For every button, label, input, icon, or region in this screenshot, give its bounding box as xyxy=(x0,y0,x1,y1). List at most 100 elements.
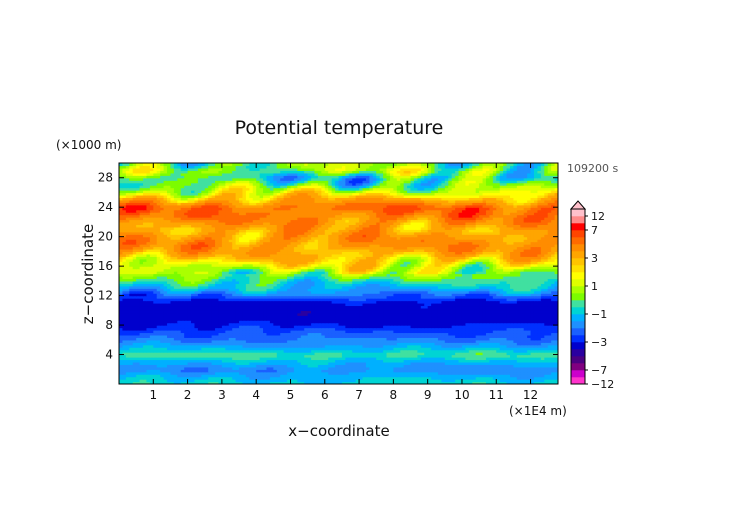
heatmap-cell xyxy=(173,376,178,380)
heatmap-cell xyxy=(328,376,333,380)
heatmap-cell xyxy=(407,381,412,384)
heatmap-cell xyxy=(352,347,357,351)
heatmap-cell xyxy=(540,361,545,365)
heatmap-cell xyxy=(324,339,329,343)
heatmap-cell xyxy=(492,339,497,343)
heatmap-cell xyxy=(245,381,250,384)
heatmap-cell xyxy=(266,347,271,351)
heatmap-cell xyxy=(119,352,124,356)
heatmap-cell xyxy=(276,339,281,343)
heatmap-cell xyxy=(307,376,312,380)
heatmap-cell xyxy=(239,366,244,370)
heatmap-cell xyxy=(167,339,172,343)
heatmap-cell xyxy=(389,371,394,375)
heatmap-cell xyxy=(431,359,436,363)
heatmap-cell xyxy=(537,379,542,383)
heatmap-cell xyxy=(533,344,539,348)
heatmap-cell xyxy=(317,364,322,368)
heatmap-cell xyxy=(499,354,504,358)
heatmap-cell xyxy=(547,347,552,351)
heatmap-cell xyxy=(259,339,264,343)
heatmap-cell xyxy=(400,352,405,356)
heatmap-cell xyxy=(273,364,278,368)
heatmap-cell xyxy=(218,337,223,341)
heatmap-cell xyxy=(225,371,230,375)
heatmap-cell xyxy=(132,339,137,343)
heatmap-cell xyxy=(365,361,370,365)
heatmap-cell xyxy=(321,381,326,384)
heatmap-cell xyxy=(156,354,161,358)
heatmap-cell xyxy=(472,361,477,365)
heatmap-cell xyxy=(407,339,412,343)
heatmap-cell xyxy=(125,347,130,351)
heatmap-cell xyxy=(304,352,309,356)
heatmap-cell xyxy=(221,364,226,368)
heatmap-cell xyxy=(492,371,497,375)
heatmap-cell xyxy=(269,356,274,361)
heatmap-cell xyxy=(266,364,271,368)
heatmap-cell xyxy=(424,379,429,383)
heatmap-cell xyxy=(122,354,127,358)
heatmap-cell xyxy=(218,374,223,378)
heatmap-cell xyxy=(352,364,357,368)
heatmap-cell xyxy=(252,381,257,384)
heatmap-cell xyxy=(180,356,185,361)
heatmap-cell xyxy=(129,359,134,363)
heatmap-cell xyxy=(369,339,374,343)
heatmap-cell xyxy=(345,349,350,353)
heatmap-cell xyxy=(280,369,285,373)
heatmap-cell xyxy=(156,349,161,353)
heatmap-cell xyxy=(218,352,223,356)
heatmap-cell xyxy=(314,361,319,365)
heatmap-cell xyxy=(129,342,134,346)
heatmap-cell xyxy=(239,371,244,375)
heatmap-cell xyxy=(417,364,422,368)
heatmap-cell xyxy=(311,339,316,343)
heatmap-cell xyxy=(184,381,189,384)
heatmap-cell xyxy=(129,347,134,351)
heatmap-cell xyxy=(197,364,202,368)
heatmap-cell xyxy=(232,342,237,346)
heatmap-cell xyxy=(537,349,542,353)
heatmap-cell xyxy=(211,366,216,370)
heatmap-cell xyxy=(372,347,377,351)
heatmap-cell xyxy=(516,339,521,343)
heatmap-cell xyxy=(335,374,340,378)
heatmap-cell xyxy=(441,379,446,383)
heatmap-cell xyxy=(194,381,199,384)
heatmap-cell xyxy=(317,371,322,375)
heatmap-cell xyxy=(461,356,466,361)
heatmap-cell xyxy=(383,361,388,365)
heatmap-cell xyxy=(427,379,432,383)
heatmap-cell xyxy=(335,359,340,363)
heatmap-cell xyxy=(239,376,244,380)
heatmap-cell xyxy=(465,344,470,348)
heatmap-cell xyxy=(348,356,353,361)
heatmap-cell xyxy=(307,344,312,348)
heatmap-cell xyxy=(396,366,401,370)
heatmap-cell xyxy=(263,356,268,361)
heatmap-cell xyxy=(160,352,165,356)
heatmap-cell xyxy=(352,354,357,358)
heatmap-cell xyxy=(506,369,511,373)
heatmap-cell xyxy=(427,356,432,361)
heatmap-cell xyxy=(300,356,305,361)
heatmap-cell xyxy=(293,381,298,384)
heatmap-cell xyxy=(287,354,292,358)
heatmap-cell xyxy=(156,347,161,351)
heatmap-cell xyxy=(187,361,192,365)
heatmap-cell xyxy=(173,356,178,361)
heatmap-cell xyxy=(403,354,408,358)
heatmap-cell xyxy=(290,347,295,351)
heatmap-cell xyxy=(458,349,463,353)
heatmap-cell xyxy=(496,352,501,356)
heatmap-cell xyxy=(359,379,364,383)
heatmap-cell xyxy=(341,374,346,378)
heatmap-cell xyxy=(293,339,298,343)
heatmap-cell xyxy=(215,339,220,343)
heatmap-cell xyxy=(407,356,412,361)
heatmap-cell xyxy=(431,354,436,358)
heatmap-cell xyxy=(173,339,178,343)
heatmap-cell xyxy=(119,339,124,343)
heatmap-cell xyxy=(410,342,415,346)
